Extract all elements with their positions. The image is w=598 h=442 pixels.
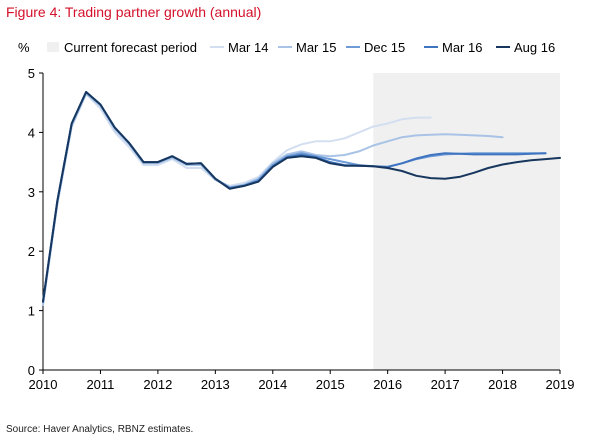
legend-label: Mar 16 <box>442 40 482 55</box>
legend-label: Current forecast period <box>64 40 197 55</box>
y-tick-label: 2 <box>28 244 35 259</box>
x-tick-label: 2014 <box>258 377 287 392</box>
series-line <box>42 92 504 306</box>
y-tick-label: 3 <box>28 185 35 200</box>
legend-swatch-forecast <box>47 42 59 52</box>
series-layer <box>42 91 561 306</box>
chart-source: Source: Haver Analytics, RBNZ estimates. <box>6 424 194 435</box>
y-tick-label: 4 <box>28 125 35 140</box>
series-line <box>42 91 561 303</box>
forecast-period-shade <box>373 73 560 370</box>
legend-label: Dec 15 <box>364 40 405 55</box>
x-tick-label: 2019 <box>546 377 575 392</box>
series-line <box>42 92 432 306</box>
x-tick-label: 2017 <box>431 377 460 392</box>
legend-label: Aug 16 <box>514 40 555 55</box>
x-tick-label: 2011 <box>86 377 114 392</box>
chart-title: Figure 4: Trading partner growth (annual… <box>6 4 262 20</box>
legend: Current forecast period Mar 14 Mar 15 Dec 1… <box>47 40 555 55</box>
x-tick-label: 2013 <box>201 377 230 392</box>
chart: 0 1 2 3 4 5% 2010 2011 2012 2013 2014 2015 2016 2017 2… <box>18 40 574 392</box>
legend-label: Mar 14 <box>228 40 268 55</box>
x-tick-label: 2016 <box>373 377 402 392</box>
y-tick-label: 5 <box>28 66 35 81</box>
legend-label: Mar 15 <box>296 40 336 55</box>
x-tick-label: 2010 <box>29 377 58 392</box>
x-tick-label: 2015 <box>316 377 345 392</box>
forecast-shade-layer <box>373 73 560 370</box>
y-tick-label: 1 <box>28 304 35 319</box>
x-tick-label: 2012 <box>143 377 172 392</box>
y-tick-label: 0 <box>28 363 35 378</box>
x-tick-label: 2018 <box>488 377 517 392</box>
y-axis-label: % <box>18 40 30 55</box>
axes: 0 1 2 3 4 5% 2010 2011 2012 2013 2014 2015 2016 2017 2… <box>18 40 574 392</box>
